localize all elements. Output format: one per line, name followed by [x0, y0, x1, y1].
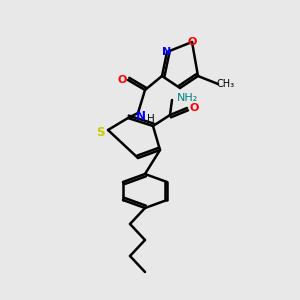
Text: O: O	[187, 37, 197, 47]
Text: O: O	[189, 103, 199, 113]
Text: NH₂: NH₂	[177, 93, 199, 103]
Text: S: S	[96, 125, 104, 139]
Text: CH₃: CH₃	[217, 79, 235, 89]
Text: N: N	[136, 110, 146, 122]
Text: H: H	[147, 114, 155, 124]
Text: N: N	[162, 47, 172, 57]
Text: O: O	[117, 75, 127, 85]
